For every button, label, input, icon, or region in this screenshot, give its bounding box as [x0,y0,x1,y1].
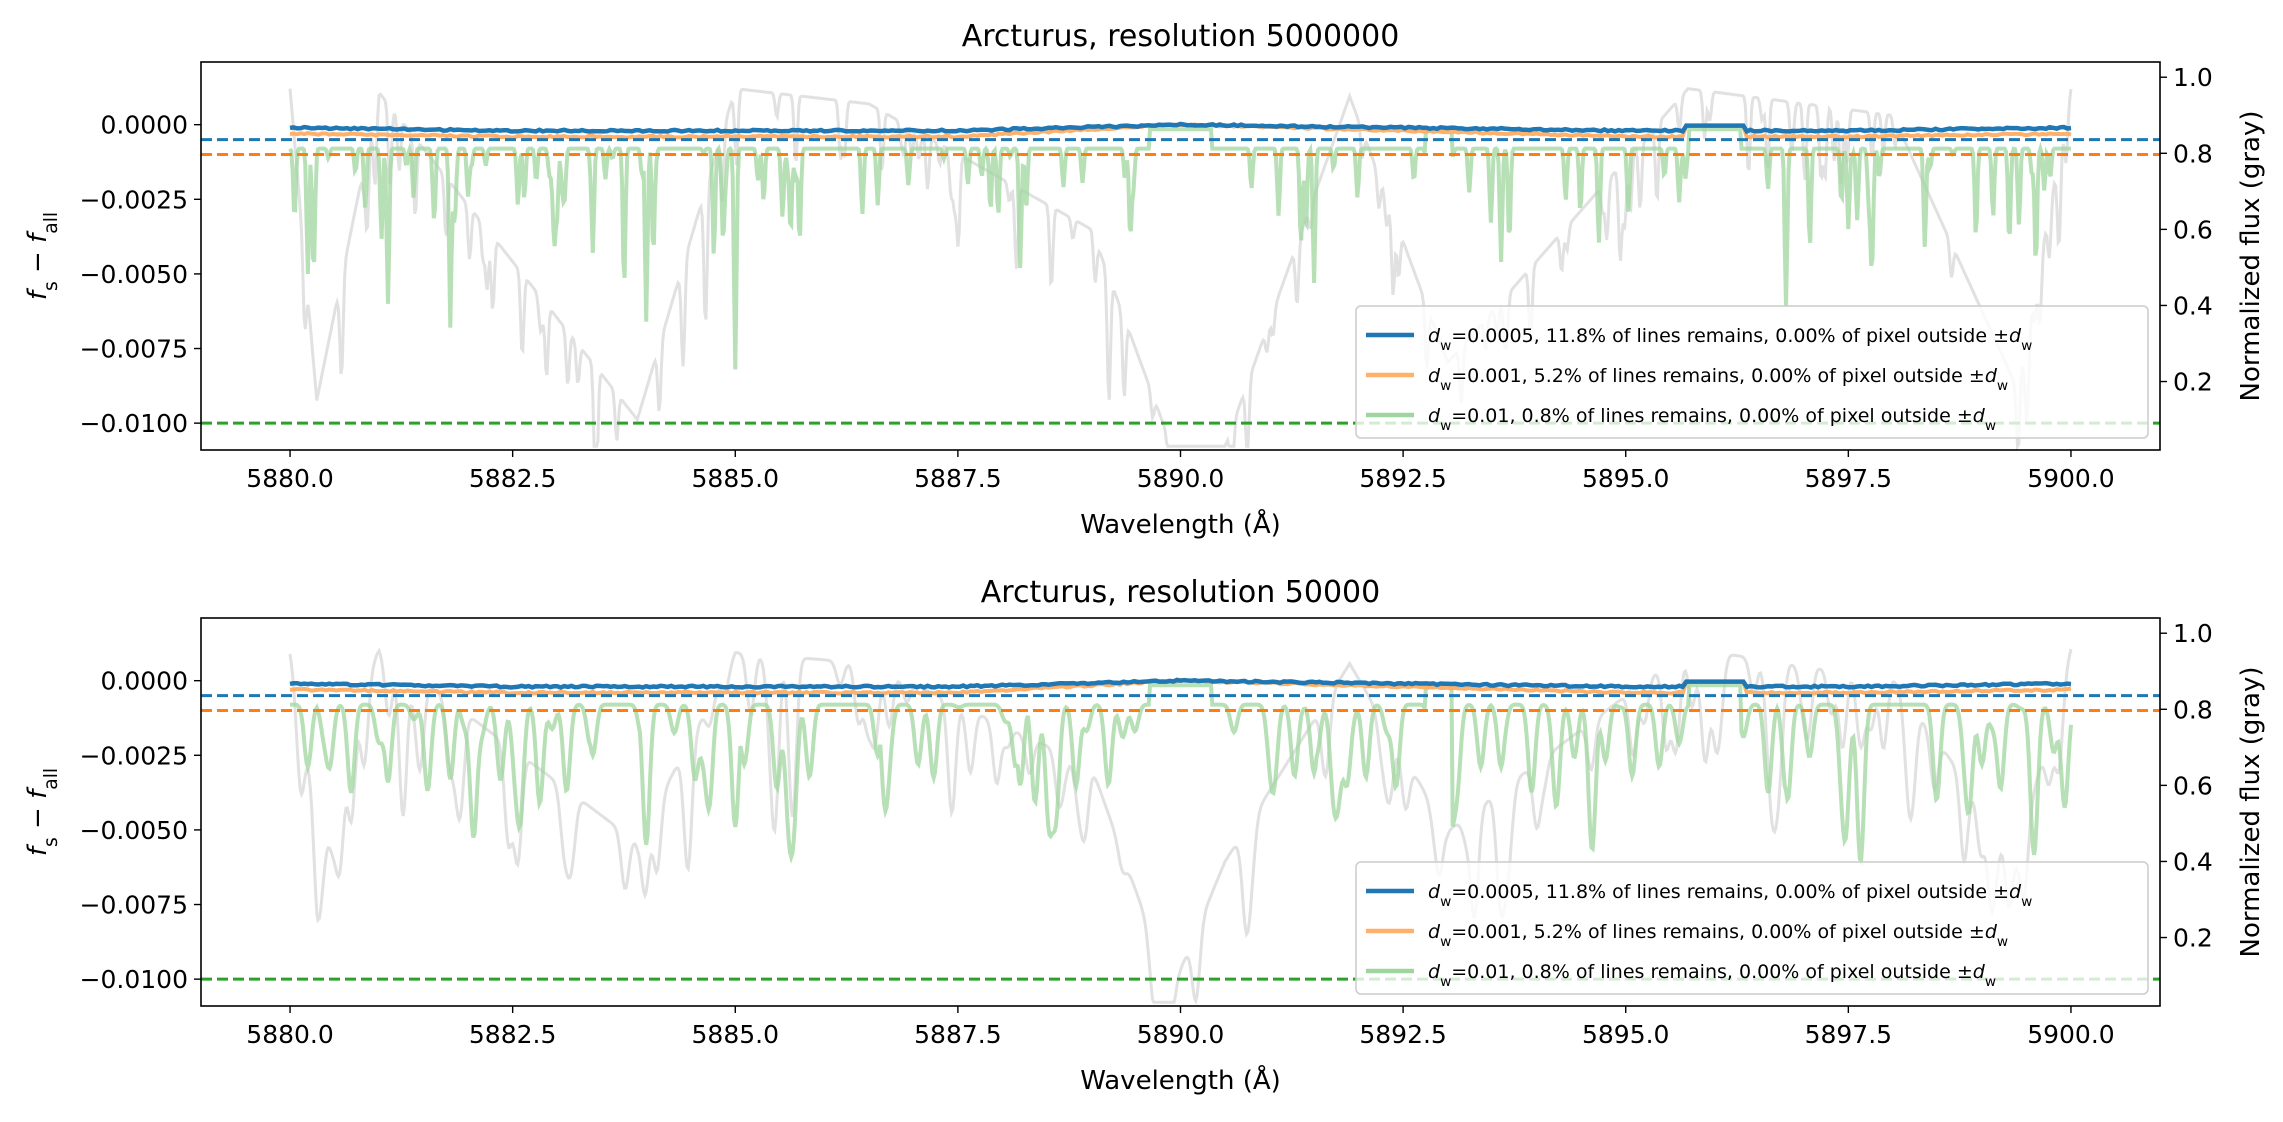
x-tick-label: 5880.0 [246,464,333,493]
legend: dw=0.0005, 11.8% of lines remains, 0.00%… [1355,861,2149,995]
x-tick-label: 5887.5 [914,464,1001,493]
series-dw=0.0005 [289,121,2072,135]
y-tick-label-right: 0.8 [2173,139,2213,168]
x-axis-label: Wavelength (Å) [1080,508,1281,540]
chart-panel-2: 5880.0 5882.5 5885.0 5887.5 5890.0 5892.5 5895… [23,575,2266,1096]
x-tick-label: 5885.0 [692,1020,779,1049]
x-tick-label: 5895.0 [1582,1020,1669,1049]
y-tick-label-left: −0.0100 [80,965,188,994]
x-tick-label: 5880.0 [246,1020,333,1049]
y-tick-label-left: −0.0050 [80,816,188,845]
y-tick-label-left: −0.0025 [80,185,188,214]
legend-entry-label: dw=0.0005, 11.8% of lines remains, 0.00%… [1428,881,2032,910]
series-dw=0.0005 [289,677,2072,690]
x-tick-label: 5887.5 [914,1020,1001,1049]
y-tick-label-right: 0.2 [2173,368,2213,397]
series-normalized-flux [288,86,2073,450]
y-axis-label-right: Normalized flux (gray) [2236,110,2266,401]
chart-title: Arcturus, resolution 50000 [981,575,1380,610]
legend-entry-label: dw=0.001, 5.2% of lines remains, 0.00% o… [1428,365,2008,394]
legend-entry-label: dw=0.01, 0.8% of lines remains, 0.00% of… [1428,405,1996,434]
x-tick-label: 5900.0 [2027,464,2114,493]
y-tick-label-right: 0.6 [2173,215,2213,244]
y-tick-label-left: −0.0100 [80,409,188,438]
x-tick-label: 5885.0 [692,464,779,493]
x-axis-label: Wavelength (Å) [1080,1064,1281,1096]
series-dw-0.01 [288,127,2071,370]
legend-entry-label: dw=0.01, 0.8% of lines remains, 0.00% of… [1428,961,1996,990]
legend-box [1355,861,2149,995]
x-tick-label: 5895.0 [1582,464,1669,493]
legend-entry-label: dw=0.001, 5.2% of lines remains, 0.00% o… [1428,921,2008,950]
x-tick-label: 5892.5 [1359,464,1446,493]
chart-title: Arcturus, resolution 5000000 [962,19,1400,54]
y-axis-label-right: Normalized flux (gray) [2236,666,2266,957]
plot-area [201,647,2160,1005]
y-tick-label-right: 0.8 [2173,695,2213,724]
y-tick-label-right: 0.4 [2173,847,2213,876]
chart-panel-1: 5880.0 5882.5 5885.0 5887.5 5890.0 5892.5 5895… [23,19,2266,540]
y-tick-label-left: −0.0025 [80,741,188,770]
series-dw-0.01 [290,683,2073,867]
x-tick-label: 5882.5 [469,464,556,493]
y-axis-label-left: fs − fall [23,768,62,856]
x-tick-label: 5897.5 [1805,464,1892,493]
y-tick-label-left: 0.0000 [101,667,188,696]
y-tick-label-right: 1.0 [2173,63,2213,92]
y-tick-label-right: 1.0 [2173,619,2213,648]
y-axis-label-left: fs − fall [23,212,62,300]
x-tick-label: 5900.0 [2027,1020,2114,1049]
legend: dw=0.0005, 11.8% of lines remains, 0.00%… [1355,305,2149,439]
x-tick-label: 5897.5 [1805,1020,1892,1049]
y-tick-label-right: 0.2 [2173,924,2213,953]
y-tick-label-left: −0.0075 [80,335,188,364]
y-tick-label-left: −0.0075 [80,891,188,920]
legend-entry-label: dw=0.0005, 11.8% of lines remains, 0.00%… [1428,325,2032,354]
y-tick-label-left: −0.0050 [80,260,188,289]
y-tick-label-right: 0.4 [2173,291,2213,320]
x-tick-label: 5882.5 [469,1020,556,1049]
plot-area [201,86,2160,450]
x-tick-label: 5890.0 [1137,1020,1224,1049]
legend-box [1355,305,2149,439]
x-tick-label: 5890.0 [1137,464,1224,493]
x-tick-label: 5892.5 [1359,1020,1446,1049]
y-tick-label-left: 0.0000 [101,111,188,140]
series-normalized-flux [288,647,2073,1005]
y-tick-label-right: 0.6 [2173,771,2213,800]
